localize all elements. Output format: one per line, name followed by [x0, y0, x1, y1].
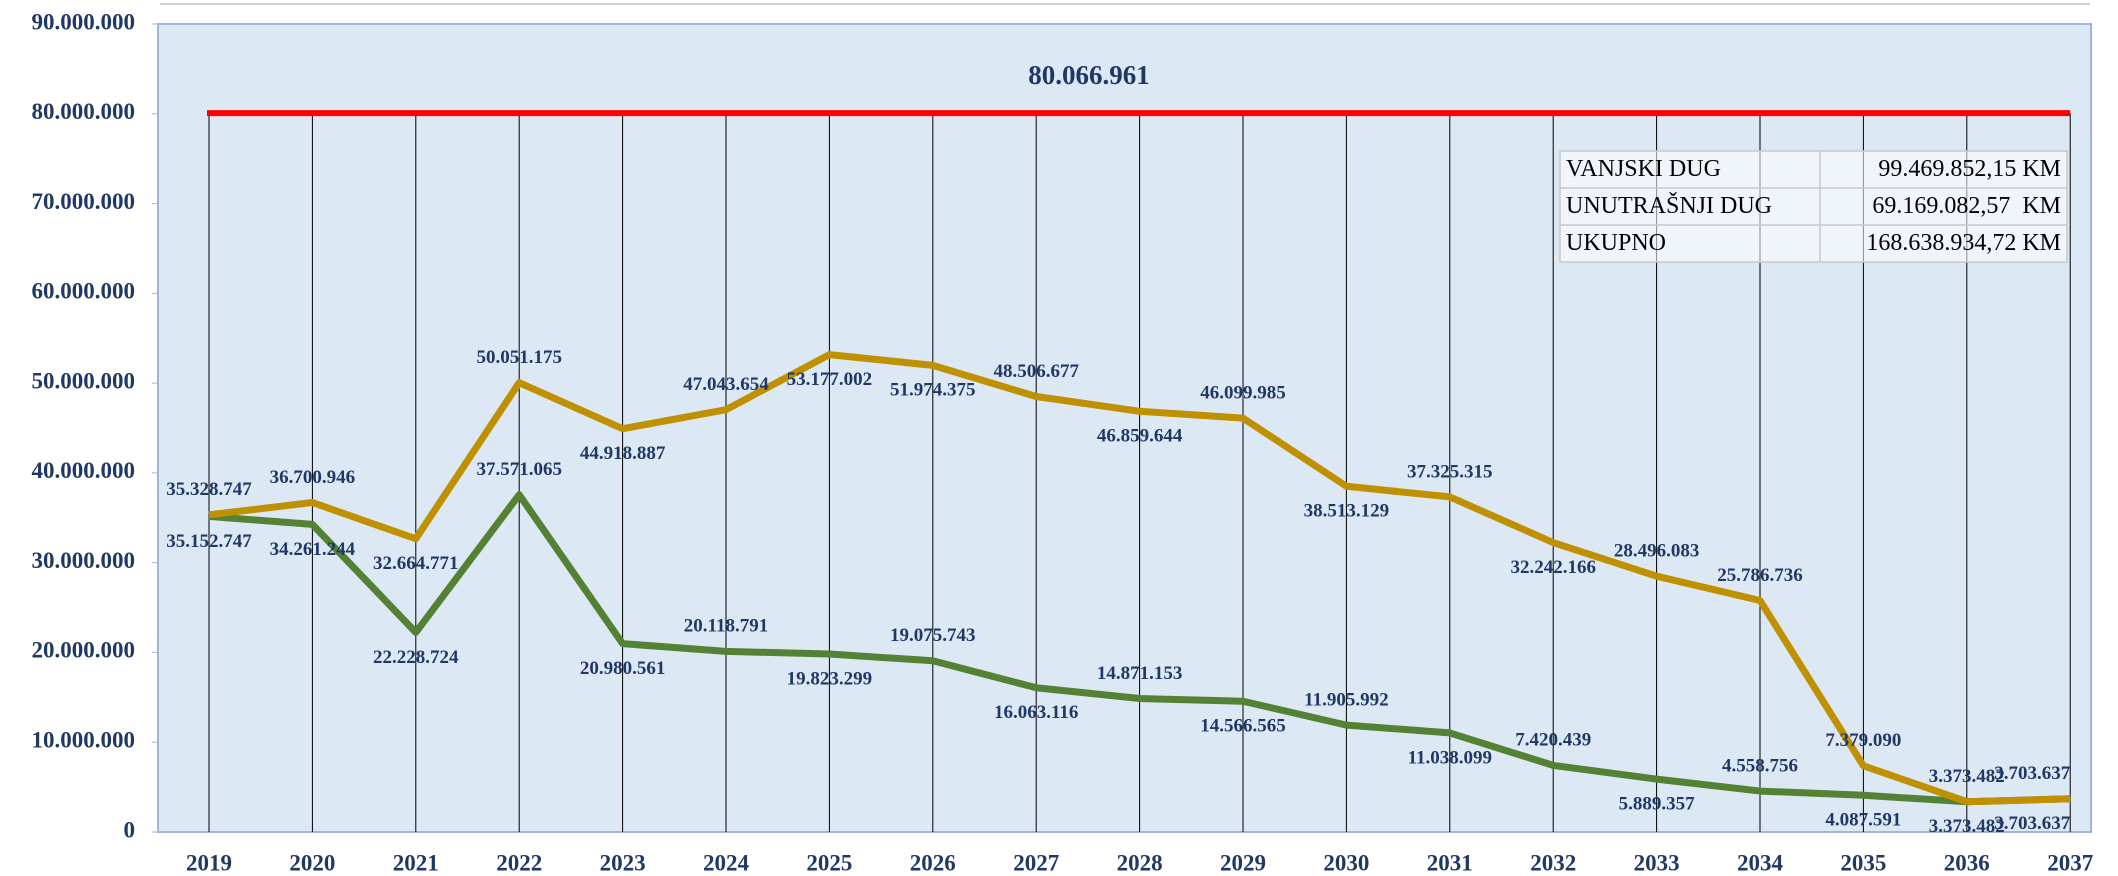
x-tick-label: 2025: [806, 850, 852, 875]
x-tick-label: 2030: [1323, 850, 1369, 875]
y-tick-label: 0: [124, 817, 136, 842]
table-cell: UKUPNO: [1566, 230, 1666, 256]
data-label: 3.373.482: [1929, 766, 2005, 787]
data-label: 34.261.244: [270, 539, 356, 560]
data-label: 14.566.565: [1200, 716, 1286, 737]
table-cell: 99.469.852,15 KM: [1878, 156, 2061, 182]
data-label: 47.043.654: [683, 374, 769, 395]
data-label: 11.905.992: [1304, 689, 1388, 710]
x-tick-label: 2027: [1013, 850, 1059, 875]
data-label: 4.558.756: [1722, 755, 1798, 776]
x-tick-label: 2034: [1737, 850, 1784, 875]
data-label: 51.974.375: [890, 380, 976, 401]
x-tick-label: 2024: [703, 850, 750, 875]
y-tick-label: 90.000.000: [32, 9, 136, 34]
data-label: 7.420.439: [1515, 730, 1591, 751]
data-label: 11.038.099: [1408, 747, 1492, 768]
x-tick-label: 2021: [393, 850, 439, 875]
data-label: 16.063.116: [994, 702, 1078, 723]
data-label: 46.099.985: [1200, 382, 1286, 403]
data-label: 53.177.002: [787, 369, 873, 390]
data-label: 32.242.166: [1510, 557, 1596, 578]
x-tick-label: 2026: [910, 850, 956, 875]
y-tick-label: 70.000.000: [32, 189, 136, 214]
x-tick-label: 2028: [1117, 850, 1163, 875]
data-label: 37.571.065: [476, 459, 562, 480]
y-tick-label: 80.000.000: [32, 99, 136, 124]
data-label: 7.379.090: [1825, 730, 1901, 751]
x-tick-label: 2037: [2047, 850, 2093, 875]
y-tick-label: 10.000.000: [32, 728, 136, 753]
y-tick-label: 50.000.000: [32, 368, 136, 393]
y-tick-label: 30.000.000: [32, 548, 136, 573]
data-label: 3.373.482: [1929, 816, 2005, 837]
data-label: 38.513.129: [1304, 501, 1390, 522]
x-tick-label: 2020: [289, 850, 335, 875]
series-line: [208, 351, 2071, 806]
x-tick-label: 2032: [1530, 850, 1576, 875]
data-label: 48.506.677: [993, 361, 1079, 382]
y-tick-label: 60.000.000: [32, 279, 136, 304]
x-tick-label: 2019: [186, 850, 232, 875]
table-cell: VANJSKI DUG: [1566, 156, 1721, 182]
data-label: 46.859.644: [1097, 426, 1183, 447]
data-label: 5.889.357: [1619, 793, 1696, 814]
data-label: 4.087.591: [1825, 810, 1901, 831]
x-tick-label: 2035: [1840, 850, 1886, 875]
data-label: 22.228.724: [373, 647, 459, 668]
y-tick-label: 20.000.000: [32, 638, 136, 663]
x-tick-label: 2036: [1944, 850, 1990, 875]
data-label: 25.786.736: [1717, 565, 1803, 586]
reference-label: 80.066.961: [1028, 60, 1150, 90]
table-box: [1559, 150, 2068, 263]
data-label: 50.051.175: [476, 347, 562, 368]
x-tick-label: 2029: [1220, 850, 1266, 875]
data-label: 14.871.153: [1097, 663, 1183, 684]
data-label: 20.118.791: [684, 616, 768, 637]
x-tick-label: 2031: [1427, 850, 1473, 875]
data-label: 37.325.315: [1407, 461, 1493, 482]
data-label: 44.918.887: [580, 443, 666, 464]
y-tick-label: 40.000.000: [32, 458, 136, 483]
data-label: 19.823.299: [787, 668, 873, 689]
data-label: 19.075.743: [890, 625, 976, 646]
x-tick-label: 2023: [600, 850, 646, 875]
data-label: 35.152.747: [166, 531, 252, 552]
data-label: 3.703.637: [1994, 813, 2071, 834]
data-label: 3.703.637: [1994, 763, 2071, 784]
data-label: 28.496.083: [1614, 541, 1700, 562]
table-cell: UNUTRAŠNJI DUG: [1566, 192, 1772, 219]
data-label: 32.664.771: [373, 553, 459, 574]
series-line: [208, 491, 2071, 806]
table-cell: 168.638.934,72 KM: [1866, 230, 2061, 256]
x-tick-label: 2033: [1634, 850, 1680, 875]
data-label: 35.328.747: [166, 479, 252, 500]
table-cell: 69.169.082,57 KM: [1872, 193, 2061, 219]
data-label: 36.700.946: [270, 467, 356, 488]
data-label: 20.980.561: [580, 658, 666, 679]
x-tick-label: 2022: [496, 850, 542, 875]
